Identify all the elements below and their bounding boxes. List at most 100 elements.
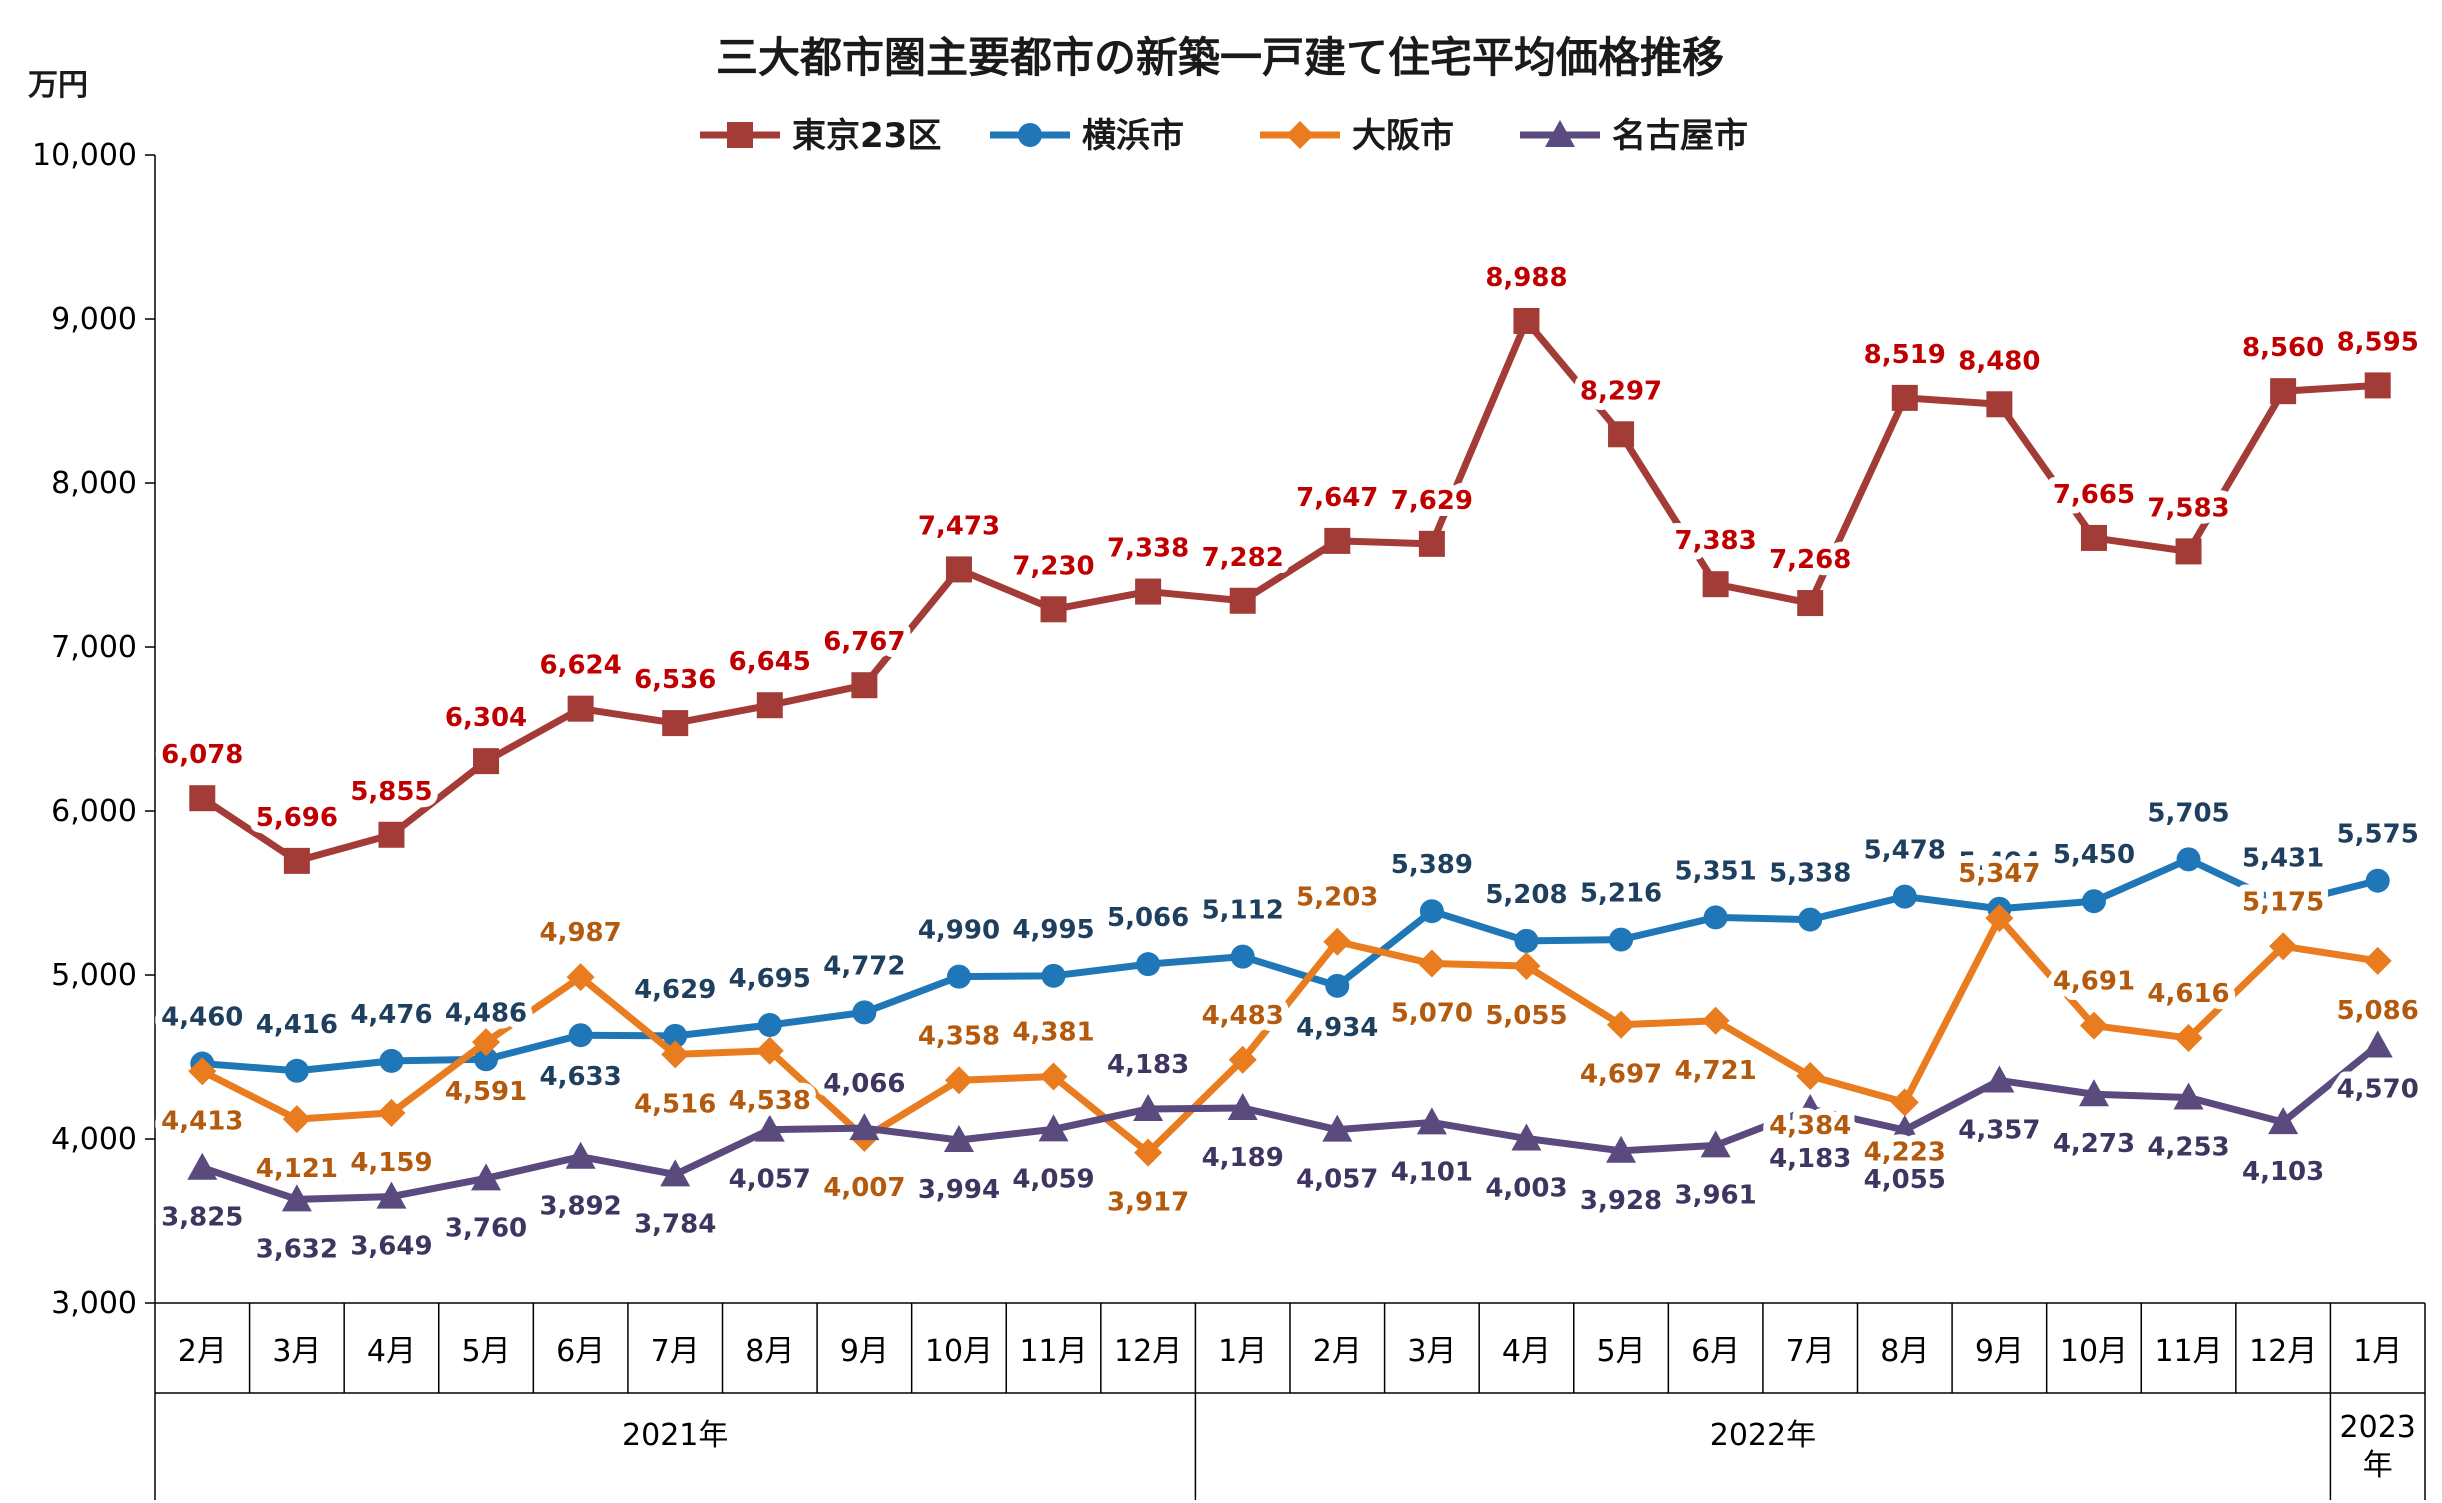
- data-label: 5,338: [1769, 859, 1851, 889]
- data-point: [1229, 587, 1256, 614]
- data-point: [1890, 1088, 1919, 1117]
- data-label: 3,784: [634, 1209, 716, 1239]
- data-point: [755, 1036, 784, 1065]
- data-point: [187, 1152, 218, 1180]
- data-label: 5,347: [1958, 859, 2040, 889]
- x-tick-label: 1月: [1218, 1334, 1267, 1369]
- data-label: 5,203: [1296, 883, 1378, 913]
- data-point: [2364, 372, 2391, 399]
- data-point: [1700, 1130, 1731, 1158]
- data-point: [472, 1028, 501, 1057]
- data-label: 4,055: [1864, 1165, 1946, 1195]
- data-point: [662, 710, 689, 737]
- data-point: [1891, 384, 1918, 411]
- data-label: 7,665: [2053, 480, 2135, 510]
- data-point: [1038, 1114, 1069, 1142]
- data-point: [1325, 973, 1350, 998]
- data-point: [1136, 952, 1161, 977]
- data-point: [566, 963, 595, 992]
- data-label: 5,431: [2242, 843, 2324, 873]
- data-point: [1228, 1045, 1257, 1074]
- data-point: [565, 1141, 596, 1169]
- series-1: [190, 847, 2390, 1083]
- year-label: 2022年: [1710, 1418, 1816, 1453]
- data-point: [377, 1098, 406, 1127]
- data-label: 4,103: [2242, 1157, 2324, 1187]
- data-label: 5,351: [1675, 856, 1757, 886]
- legend-label: 名古屋市: [1612, 116, 1748, 156]
- x-tick-label: 9月: [1975, 1334, 2024, 1369]
- data-point: [1419, 899, 1444, 924]
- x-tick-label: 7月: [1786, 1334, 1835, 1369]
- data-label: 4,413: [161, 1106, 243, 1136]
- data-label: 4,059: [1012, 1164, 1094, 1194]
- data-label: 5,705: [2147, 798, 2229, 828]
- x-tick-label: 3月: [1407, 1334, 1456, 1369]
- data-point: [852, 1000, 877, 1025]
- data-label: 4,253: [2147, 1133, 2229, 1163]
- data-point: [1796, 1062, 1825, 1091]
- data-label: 6,767: [823, 627, 905, 657]
- data-point: [1040, 596, 1067, 623]
- data-point: [1889, 1114, 1920, 1142]
- data-label: 6,078: [161, 740, 243, 770]
- data-label: 8,519: [1864, 340, 1946, 370]
- x-tick-label: 7月: [651, 1334, 700, 1369]
- data-point: [2078, 1079, 2109, 1107]
- data-point: [474, 1047, 499, 1072]
- data-label: 4,183: [1769, 1144, 1851, 1174]
- data-point: [849, 1113, 880, 1141]
- data-label: 6,624: [540, 651, 622, 681]
- data-point: [1324, 527, 1351, 554]
- data-point: [1608, 421, 1635, 448]
- legend-item: 東京23区: [700, 116, 941, 156]
- data-label: 4,121: [256, 1154, 338, 1184]
- x-tick-label: 11月: [1019, 1334, 1087, 1369]
- data-label: 4,483: [1202, 1001, 1284, 1031]
- data-label: 4,721: [1675, 1056, 1757, 1086]
- series-2: [188, 904, 2392, 1167]
- x-tick-label: 9月: [840, 1334, 889, 1369]
- data-point: [757, 1013, 782, 1038]
- data-label: 5,478: [1864, 836, 1946, 866]
- y-axis-unit: 万円: [28, 68, 88, 103]
- x-tick-label: 4月: [1502, 1334, 1551, 1369]
- legend-label: 大阪市: [1352, 116, 1454, 156]
- data-point: [188, 1057, 217, 1086]
- data-label: 4,538: [729, 1086, 811, 1116]
- data-point: [1985, 904, 2014, 933]
- x-tick-label: 1月: [2353, 1334, 2402, 1369]
- x-tick-label: 12月: [1114, 1334, 1182, 1369]
- data-point: [1416, 1107, 1447, 1135]
- data-label: 7,383: [1675, 526, 1757, 556]
- data-point: [379, 1048, 404, 1073]
- data-label: 4,591: [445, 1077, 527, 1107]
- data-label: 4,772: [823, 951, 905, 981]
- y-tick-label: 5,000: [51, 958, 137, 993]
- y-tick-label: 8,000: [51, 466, 137, 501]
- data-point: [2270, 378, 2297, 405]
- data-point: [378, 821, 405, 848]
- data-label: 5,175: [2242, 887, 2324, 917]
- y-tick-label: 9,000: [51, 302, 137, 337]
- data-point: [2269, 932, 2298, 961]
- x-tick-label: 5月: [1596, 1334, 1645, 1369]
- x-tick-label: 3月: [272, 1334, 321, 1369]
- data-point: [2081, 889, 2106, 914]
- data-point: [1134, 1138, 1163, 1167]
- data-point: [1041, 963, 1066, 988]
- data-label: 3,825: [161, 1203, 243, 1233]
- data-label: 5,404: [1958, 848, 2040, 878]
- data-point: [1514, 928, 1539, 953]
- data-label: 8,595: [2337, 327, 2419, 357]
- data-label: 5,450: [2053, 840, 2135, 870]
- data-point: [1323, 927, 1352, 956]
- data-label: 5,696: [256, 803, 338, 833]
- data-point: [282, 1105, 311, 1134]
- data-label: 4,358: [918, 1021, 1000, 1051]
- data-label: 4,066: [823, 1069, 905, 1099]
- x-tick-label: 2月: [178, 1334, 227, 1369]
- data-point: [1702, 571, 1729, 598]
- data-point: [1227, 1093, 1258, 1121]
- data-label: 5,066: [1107, 903, 1189, 933]
